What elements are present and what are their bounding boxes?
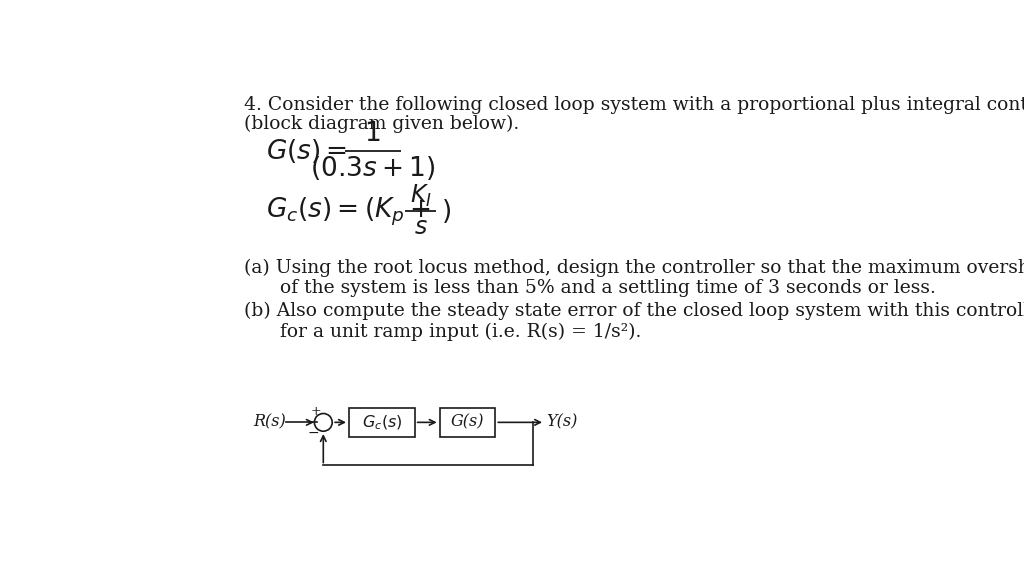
Text: $G(s) =$: $G(s) =$: [266, 137, 347, 165]
Bar: [349, 408, 415, 437]
Bar: [439, 408, 496, 437]
Text: $s$: $s$: [414, 215, 428, 239]
Text: (b) Also compute the steady state error of the closed loop system with this cont: (b) Also compute the steady state error …: [245, 302, 1024, 320]
Text: $1$: $1$: [364, 122, 380, 147]
Text: $)$: $)$: [441, 198, 452, 225]
Text: of the system is less than 5% and a settling time of 3 seconds or less.: of the system is less than 5% and a sett…: [245, 279, 936, 297]
Text: (block diagram given below).: (block diagram given below).: [245, 114, 519, 132]
Text: −: −: [307, 426, 319, 440]
Text: $(0.3s+1)$: $(0.3s+1)$: [309, 154, 435, 182]
Text: $G_c(s)$: $G_c(s)$: [361, 413, 402, 432]
Text: Y(s): Y(s): [547, 414, 578, 431]
Text: +: +: [310, 405, 321, 418]
Text: $G_c(s) = (K_p +$: $G_c(s) = (K_p +$: [266, 195, 430, 228]
Text: 4. Consider the following closed loop system with a proportional plus integral c: 4. Consider the following closed loop sy…: [245, 96, 1024, 114]
Text: R(s): R(s): [254, 414, 287, 431]
Text: $K_I$: $K_I$: [410, 183, 432, 209]
Text: G(s): G(s): [451, 414, 484, 431]
Text: (a) Using the root locus method, design the controller so that the maximum overs: (a) Using the root locus method, design …: [245, 259, 1024, 277]
Text: for a unit ramp input (i.e. R(s) = 1/s²).: for a unit ramp input (i.e. R(s) = 1/s²)…: [245, 322, 642, 340]
